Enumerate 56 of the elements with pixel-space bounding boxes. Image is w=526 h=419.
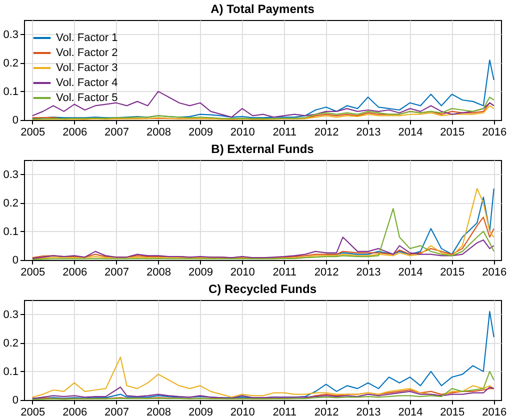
chart-title: A) Total Payments (210, 2, 315, 16)
legend-label: Vol. Factor 3 (56, 62, 118, 74)
x-tick-label: 2011 (272, 406, 296, 418)
x-tick-label: 2014 (398, 406, 423, 418)
x-tick-label: 2010 (230, 126, 255, 138)
x-tick-label: 2013 (356, 266, 381, 278)
x-tick-label: 2008 (146, 126, 171, 138)
x-tick-label: 2009 (188, 266, 213, 278)
x-tick-label: 2012 (314, 126, 339, 138)
x-tick-label: 2010 (230, 266, 255, 278)
x-tick-label: 2012 (314, 266, 339, 278)
chart-title: B) External Funds (211, 142, 314, 156)
y-tick-label: 0.3 (3, 308, 18, 321)
y-tick-label: 0.3 (3, 168, 18, 181)
y-tick-label: 0 (12, 254, 18, 266)
x-tick-label: 2005 (20, 126, 46, 138)
x-tick-label: 2009 (188, 406, 213, 418)
y-tick-label: 0.2 (3, 57, 18, 70)
x-tick-label: 2006 (62, 126, 88, 138)
y-tick-label: 0.2 (3, 337, 18, 350)
x-tick-label: 2012 (314, 406, 339, 418)
legend-label: Vol. Factor 5 (56, 92, 118, 104)
x-tick-label: 2015 (440, 126, 465, 138)
x-tick-label: 2015 (440, 266, 465, 278)
x-tick-label: 2006 (62, 266, 88, 278)
x-tick-label: 2014 (398, 266, 423, 278)
x-tick-label: 2007 (104, 266, 130, 278)
y-tick-label: 0.2 (3, 197, 18, 210)
legend-label: Vol. Factor 1 (56, 32, 118, 44)
y-tick-label: 0 (12, 114, 18, 126)
y-tick-label: 0 (12, 394, 18, 406)
x-tick-label: 2009 (188, 126, 213, 138)
legend-label: Vol. Factor 4 (56, 77, 118, 89)
x-tick-label: 2005 (20, 406, 46, 418)
x-tick-label: 2014 (398, 126, 423, 138)
legend-label: Vol. Factor 2 (56, 47, 118, 59)
x-tick-label: 2007 (104, 406, 130, 418)
x-tick-label: 2011 (272, 266, 296, 278)
x-tick-label: 2011 (272, 126, 296, 138)
x-tick-label: 2007 (104, 126, 130, 138)
x-tick-label: 2008 (146, 266, 171, 278)
x-tick-label: 2008 (146, 406, 171, 418)
chart-title: C) Recycled Funds (208, 282, 317, 296)
x-tick-label: 2015 (440, 406, 465, 418)
x-tick-label: 2016 (482, 266, 507, 278)
y-tick-label: 0.3 (3, 28, 18, 41)
y-tick-label: 0.1 (3, 366, 18, 378)
x-tick-label: 2005 (20, 266, 46, 278)
y-tick-label: 0.1 (3, 226, 18, 238)
y-tick-label: 0.1 (3, 86, 18, 98)
x-tick-label: 2010 (230, 406, 255, 418)
x-tick-label: 2016 (482, 126, 507, 138)
x-tick-label: 2016 (482, 406, 507, 418)
x-tick-label: 2013 (356, 126, 381, 138)
x-tick-label: 2006 (62, 406, 88, 418)
x-tick-label: 2013 (356, 406, 381, 418)
